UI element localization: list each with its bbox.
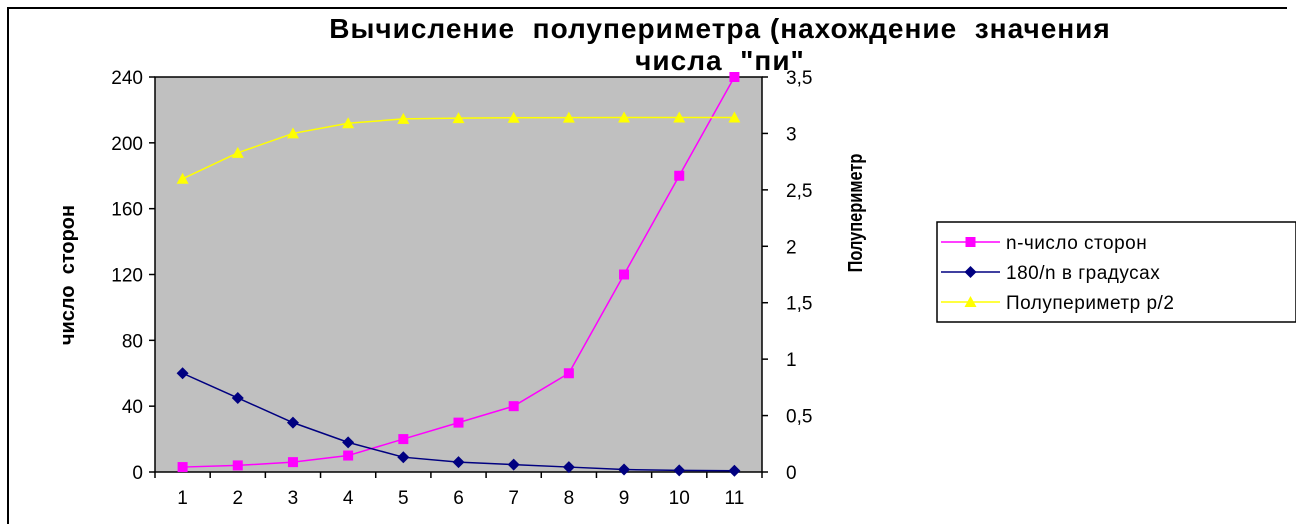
y-left-tick-label: 40	[122, 397, 143, 418]
data-point-series-1	[232, 460, 243, 471]
data-point-series-1	[674, 170, 685, 181]
y-right-tick-label: 1	[786, 350, 797, 371]
data-point-series-2	[618, 463, 631, 476]
y-right-tick-label: 1,5	[786, 294, 812, 315]
data-point-series-3	[176, 172, 189, 184]
legend-marker	[964, 266, 977, 278]
data-point-series-3	[673, 111, 686, 123]
x-tick-label: 3	[288, 488, 299, 509]
legend-label: Полупериметр р/2	[1006, 293, 1174, 314]
legend-label: n-число сторон	[1006, 233, 1147, 254]
y-right-axis-title: Полупериметр	[843, 154, 866, 273]
y-right-tick-label: 3	[786, 124, 797, 145]
data-point-series-2	[673, 464, 686, 477]
data-point-series-1	[729, 72, 740, 82]
y-left-tick-label: 160	[111, 200, 143, 221]
x-tick-label: 11	[725, 488, 745, 509]
x-tick-label: 8	[564, 488, 575, 509]
axes: 0 40 80 120 160 200 240 0 0,5 1 1,5 2 2,5 3 3,5 1 2 3 4 5 6 7…	[111, 68, 812, 509]
data-point-series-3	[342, 117, 355, 129]
data-point-series-1	[343, 450, 354, 461]
legend-marker	[964, 296, 977, 307]
data-point-series-3	[562, 111, 575, 123]
data-point-series-3	[728, 111, 741, 123]
data-point-series-1	[177, 462, 188, 473]
legend-label: 180/n в градусах	[1006, 263, 1160, 284]
data-point-series-3	[397, 112, 410, 124]
x-tick-label: 9	[619, 488, 630, 509]
data-point-series-2	[728, 464, 741, 477]
x-tick-label: 5	[398, 488, 409, 509]
data-point-series-3	[231, 146, 244, 158]
y-left-tick-label: 200	[111, 134, 143, 155]
y-left-tick-label: 80	[122, 331, 143, 352]
chart-frame	[7, 7, 1287, 524]
data-point-series-2	[176, 367, 189, 380]
y-right-tick-label: 2	[786, 237, 797, 258]
y-right-tick-label: 0,5	[786, 407, 812, 428]
chart-title-line2: числа "пи"	[635, 45, 805, 76]
data-point-series-2	[342, 436, 355, 449]
data-point-series-3	[507, 111, 520, 123]
data-point-series-3	[452, 112, 465, 124]
x-tick-label: 10	[669, 488, 690, 509]
data-point-series-2	[231, 391, 244, 404]
data-point-series-1	[453, 417, 464, 428]
y-left-tick-label: 120	[111, 266, 143, 287]
data-point-series-1	[287, 457, 298, 468]
data-point-series-2	[397, 451, 410, 464]
y-right-tick-label: 0	[786, 463, 797, 484]
x-tick-label: 1	[177, 488, 188, 509]
data-point-series-2	[452, 456, 465, 469]
legend: n-число сторон 180/n в градусах Полупериме…	[941, 233, 1174, 314]
y-left-tick-label: 240	[111, 68, 143, 89]
data-point-series-3	[618, 111, 631, 123]
x-tick-label: 2	[232, 488, 243, 509]
x-tick-label: 7	[508, 488, 519, 509]
series-layer	[176, 72, 741, 477]
chart-title-line1: Вычисление полупериметра (нахождение зна…	[329, 13, 1110, 44]
y-right-tick-label: 3,5	[786, 68, 812, 89]
data-point-series-2	[286, 416, 299, 429]
y-right-tick-label: 2,5	[786, 181, 812, 202]
x-tick-label: 6	[453, 488, 464, 509]
data-point-series-1	[563, 368, 574, 379]
data-point-series-1	[508, 401, 519, 412]
plot-area	[154, 76, 763, 473]
data-point-series-3	[286, 127, 299, 139]
data-point-series-1	[398, 434, 409, 445]
data-point-series-2	[562, 461, 575, 474]
y-left-tick-label: 0	[132, 463, 143, 484]
y-left-axis-title: число сторон	[57, 205, 79, 345]
data-point-series-2	[507, 458, 520, 471]
legend-marker	[965, 237, 976, 247]
data-point-series-1	[619, 269, 630, 280]
x-tick-label: 4	[343, 488, 354, 509]
